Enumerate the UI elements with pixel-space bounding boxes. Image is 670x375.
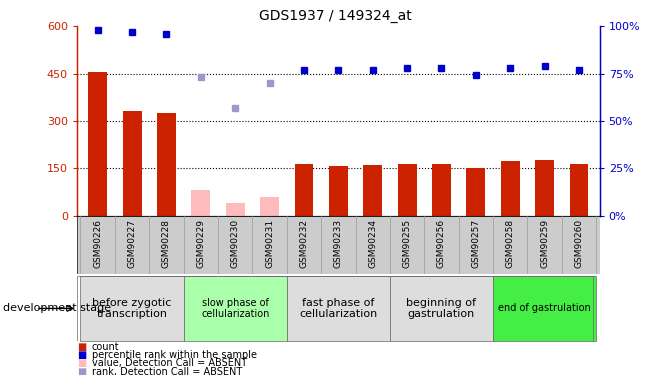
- Text: slow phase of
cellularization: slow phase of cellularization: [201, 298, 269, 319]
- Text: GSM90257: GSM90257: [472, 219, 480, 268]
- Text: GSM90231: GSM90231: [265, 219, 274, 268]
- Text: ■: ■: [77, 342, 86, 352]
- Bar: [466, 168, 485, 216]
- Bar: [570, 165, 588, 216]
- Bar: [363, 165, 382, 216]
- Bar: [88, 72, 107, 216]
- Bar: [184, 276, 287, 341]
- Text: ■: ■: [77, 358, 86, 368]
- Text: GSM90234: GSM90234: [369, 219, 377, 267]
- Bar: [287, 276, 390, 341]
- Text: GSM90229: GSM90229: [196, 219, 205, 267]
- Bar: [123, 111, 141, 216]
- Bar: [432, 164, 451, 216]
- Text: before zygotic
transcription: before zygotic transcription: [92, 298, 172, 319]
- Text: fast phase of
cellularization: fast phase of cellularization: [299, 298, 377, 319]
- Text: GSM90227: GSM90227: [127, 219, 137, 267]
- Text: ■: ■: [77, 367, 86, 375]
- Text: GSM90233: GSM90233: [334, 219, 343, 268]
- Text: end of gastrulation: end of gastrulation: [498, 303, 591, 313]
- Text: GSM90226: GSM90226: [93, 219, 103, 267]
- Text: value, Detection Call = ABSENT: value, Detection Call = ABSENT: [92, 358, 247, 368]
- Bar: [390, 276, 493, 341]
- Text: GDS1937 / 149324_at: GDS1937 / 149324_at: [259, 9, 411, 23]
- Bar: [398, 164, 417, 216]
- Text: beginning of
gastrulation: beginning of gastrulation: [407, 298, 476, 319]
- Bar: [535, 160, 554, 216]
- Text: GSM90260: GSM90260: [574, 219, 584, 268]
- Text: GSM90259: GSM90259: [540, 219, 549, 268]
- Bar: [192, 190, 210, 216]
- Text: GSM90228: GSM90228: [162, 219, 171, 267]
- Bar: [77, 216, 600, 274]
- Text: development stage: development stage: [3, 303, 111, 313]
- Bar: [500, 161, 520, 216]
- Bar: [157, 113, 176, 216]
- Bar: [493, 276, 596, 341]
- Text: percentile rank within the sample: percentile rank within the sample: [92, 350, 257, 360]
- Text: GSM90258: GSM90258: [506, 219, 515, 268]
- Bar: [226, 203, 245, 216]
- Text: GSM90232: GSM90232: [299, 219, 308, 267]
- Bar: [260, 196, 279, 216]
- Text: GSM90230: GSM90230: [230, 219, 240, 268]
- Bar: [80, 276, 184, 341]
- Bar: [329, 166, 348, 216]
- Bar: [295, 165, 314, 216]
- Text: count: count: [92, 342, 119, 352]
- Text: rank, Detection Call = ABSENT: rank, Detection Call = ABSENT: [92, 367, 242, 375]
- Text: GSM90256: GSM90256: [437, 219, 446, 268]
- Text: GSM90255: GSM90255: [403, 219, 411, 268]
- Text: ■: ■: [77, 350, 86, 360]
